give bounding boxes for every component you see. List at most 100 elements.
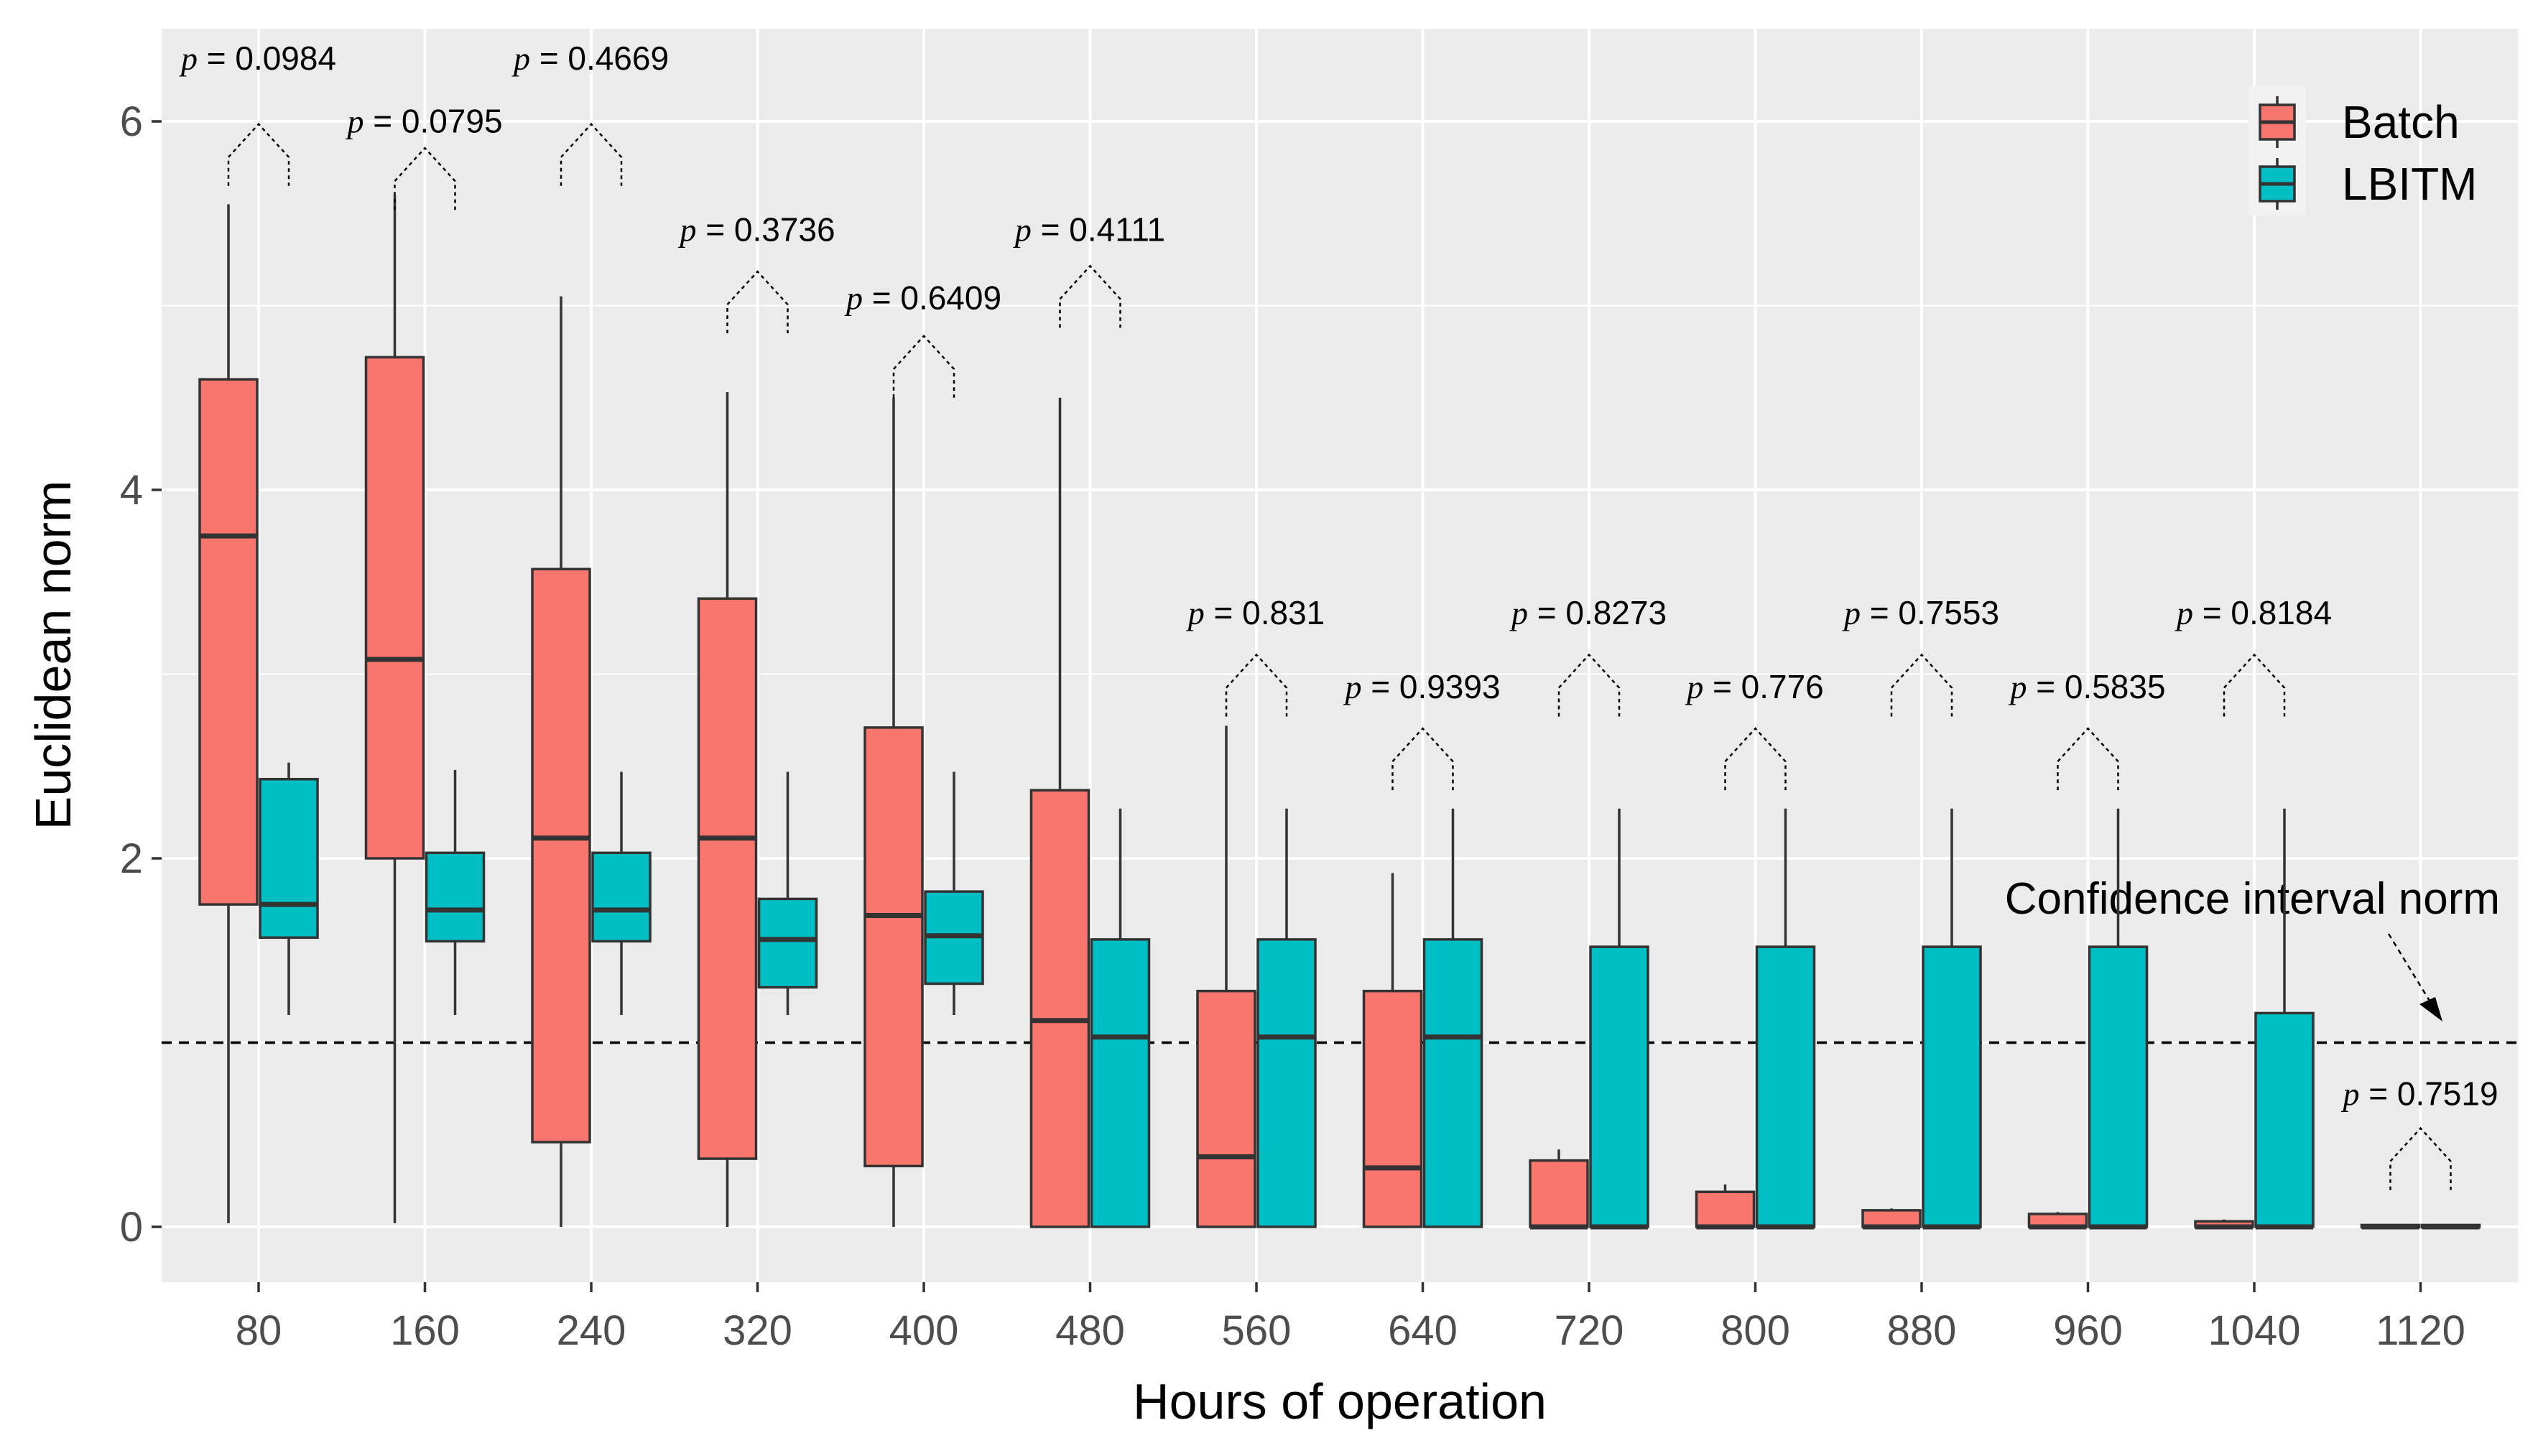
p-value-560: p = 0.831 (1186, 594, 1325, 717)
box-body (1362, 989, 1423, 1228)
legend: Batch LBITM (2248, 86, 2477, 215)
p-value-640: p = 0.9393 (1343, 668, 1501, 791)
box-body (1922, 945, 1982, 1228)
legend-item-lbitm: LBITM (2259, 158, 2477, 210)
box-batch-720 (1529, 1149, 1589, 1230)
box-lbitm-320 (757, 771, 818, 1016)
box-body (1755, 945, 1816, 1228)
p-value-480: p = 0.4111 (1013, 211, 1165, 328)
p-value-bracket (892, 334, 955, 398)
box-lbitm-1040 (2254, 808, 2315, 1230)
box-batch-400 (863, 397, 924, 1227)
box-lbitm-160 (425, 769, 486, 1016)
box-lbitm-560 (1256, 808, 1317, 1228)
p-value-bracket (1557, 653, 1621, 717)
p-value-bracket (726, 270, 789, 333)
p-value-bracket (2223, 653, 2286, 717)
x-tick-label: 560 (1222, 1307, 1292, 1354)
p-value-label: p = 0.9393 (1343, 668, 1500, 705)
y-tick-label: 2 (120, 835, 143, 882)
box-lbitm-400 (924, 771, 984, 1016)
p-value-bracket (2057, 727, 2119, 791)
p-value-bracket (1059, 264, 1121, 328)
p-value-400: p = 0.6409 (844, 279, 1001, 398)
box-lbitm-720 (1589, 808, 1649, 1230)
x-tick-label: 640 (1388, 1307, 1458, 1354)
box-batch-560 (1196, 725, 1256, 1228)
p-value-label: p = 0.7519 (2340, 1075, 2498, 1113)
box-body (757, 897, 818, 989)
x-tick-label: 320 (723, 1307, 792, 1354)
box-batch-880 (1861, 1208, 1922, 1230)
y-axis-title: Euclidean norm (25, 481, 81, 830)
box-batch-1040 (2194, 1219, 2254, 1230)
x-tick-label: 960 (2053, 1307, 2123, 1354)
p-value-240: p = 0.4669 (511, 40, 669, 186)
box-lbitm-240 (591, 771, 652, 1016)
p-value-bracket (1724, 727, 1787, 791)
p-value-label: p = 0.4111 (1013, 211, 1165, 249)
y-tick-label: 0 (120, 1204, 143, 1251)
p-value-label: p = 0.0984 (179, 40, 336, 77)
p-value-label: p = 0.0795 (345, 102, 502, 139)
box-body (531, 567, 591, 1144)
reference-line-group: Confidence interval norm (162, 874, 2518, 1044)
box-body (697, 597, 758, 1160)
box-batch-480 (1029, 397, 1090, 1228)
p-value-880: p = 0.7553 (1842, 594, 1999, 717)
box-batch-240 (531, 296, 591, 1227)
x-tick-label: 240 (557, 1307, 626, 1354)
p-value-bracket (1391, 727, 1454, 791)
x-tick-label: 400 (889, 1307, 959, 1354)
p-value-800: p = 0.776 (1685, 668, 1824, 791)
legend-item-batch: Batch (2259, 96, 2460, 148)
x-tick-label: 480 (1055, 1307, 1125, 1354)
box-lbitm-880 (1922, 808, 1982, 1230)
p-value-bracket (1890, 653, 1953, 717)
reference-line-label: Confidence interval norm (2005, 874, 2500, 924)
p-value-720: p = 0.8273 (1509, 594, 1667, 717)
box-body (1422, 938, 1483, 1228)
box-batch-80 (198, 204, 259, 1223)
box-lbitm-800 (1755, 808, 1816, 1230)
p-value-bracket (394, 147, 456, 210)
x-tick-label: 800 (1720, 1307, 1790, 1354)
x-axis-title: Hours of operation (1133, 1373, 1547, 1429)
p-value-bracket (1225, 653, 1288, 717)
x-tick-label: 880 (1887, 1307, 1957, 1354)
box-body (198, 378, 259, 906)
p-value-bracket (560, 122, 623, 186)
box-body (259, 777, 319, 940)
box-lbitm-640 (1422, 808, 1483, 1228)
axes: 0 2 4 6 80 160 240 320 400 480 560 640 720 800 880 960 1… (120, 98, 2465, 1354)
box-body (1029, 789, 1090, 1228)
box-body (2254, 1011, 2315, 1228)
p-value-label: p = 0.3736 (677, 211, 835, 249)
box-body (863, 726, 924, 1168)
p-value-1120: p = 0.7519 (2340, 1075, 2498, 1190)
p-value-label: p = 0.5835 (2008, 668, 2165, 705)
box-batch-800 (1695, 1184, 1756, 1230)
box-body (425, 851, 486, 943)
x-tick-label: 1120 (2376, 1307, 2465, 1354)
box-body (591, 851, 652, 943)
p-value-label: p = 0.6409 (844, 279, 1001, 317)
box-body (1090, 938, 1151, 1228)
boxes (198, 195, 2481, 1230)
box-body (2088, 945, 2149, 1228)
x-tick-label: 1040 (2208, 1307, 2300, 1354)
box-body (1589, 945, 1649, 1228)
p-value-160: p = 0.0795 (345, 102, 503, 210)
reference-arrow-head (2419, 997, 2442, 1021)
box-lbitm-80 (259, 762, 319, 1016)
x-tick-label: 720 (1555, 1307, 1624, 1354)
box-batch-960 (2027, 1212, 2088, 1230)
box-batch-160 (364, 195, 425, 1223)
box-lbitm-960 (2088, 808, 2149, 1230)
box-batch-320 (697, 392, 758, 1227)
box-body (1256, 938, 1317, 1228)
p-value-960: p = 0.5835 (2008, 668, 2166, 791)
box-batch-1120 (2360, 1223, 2421, 1230)
